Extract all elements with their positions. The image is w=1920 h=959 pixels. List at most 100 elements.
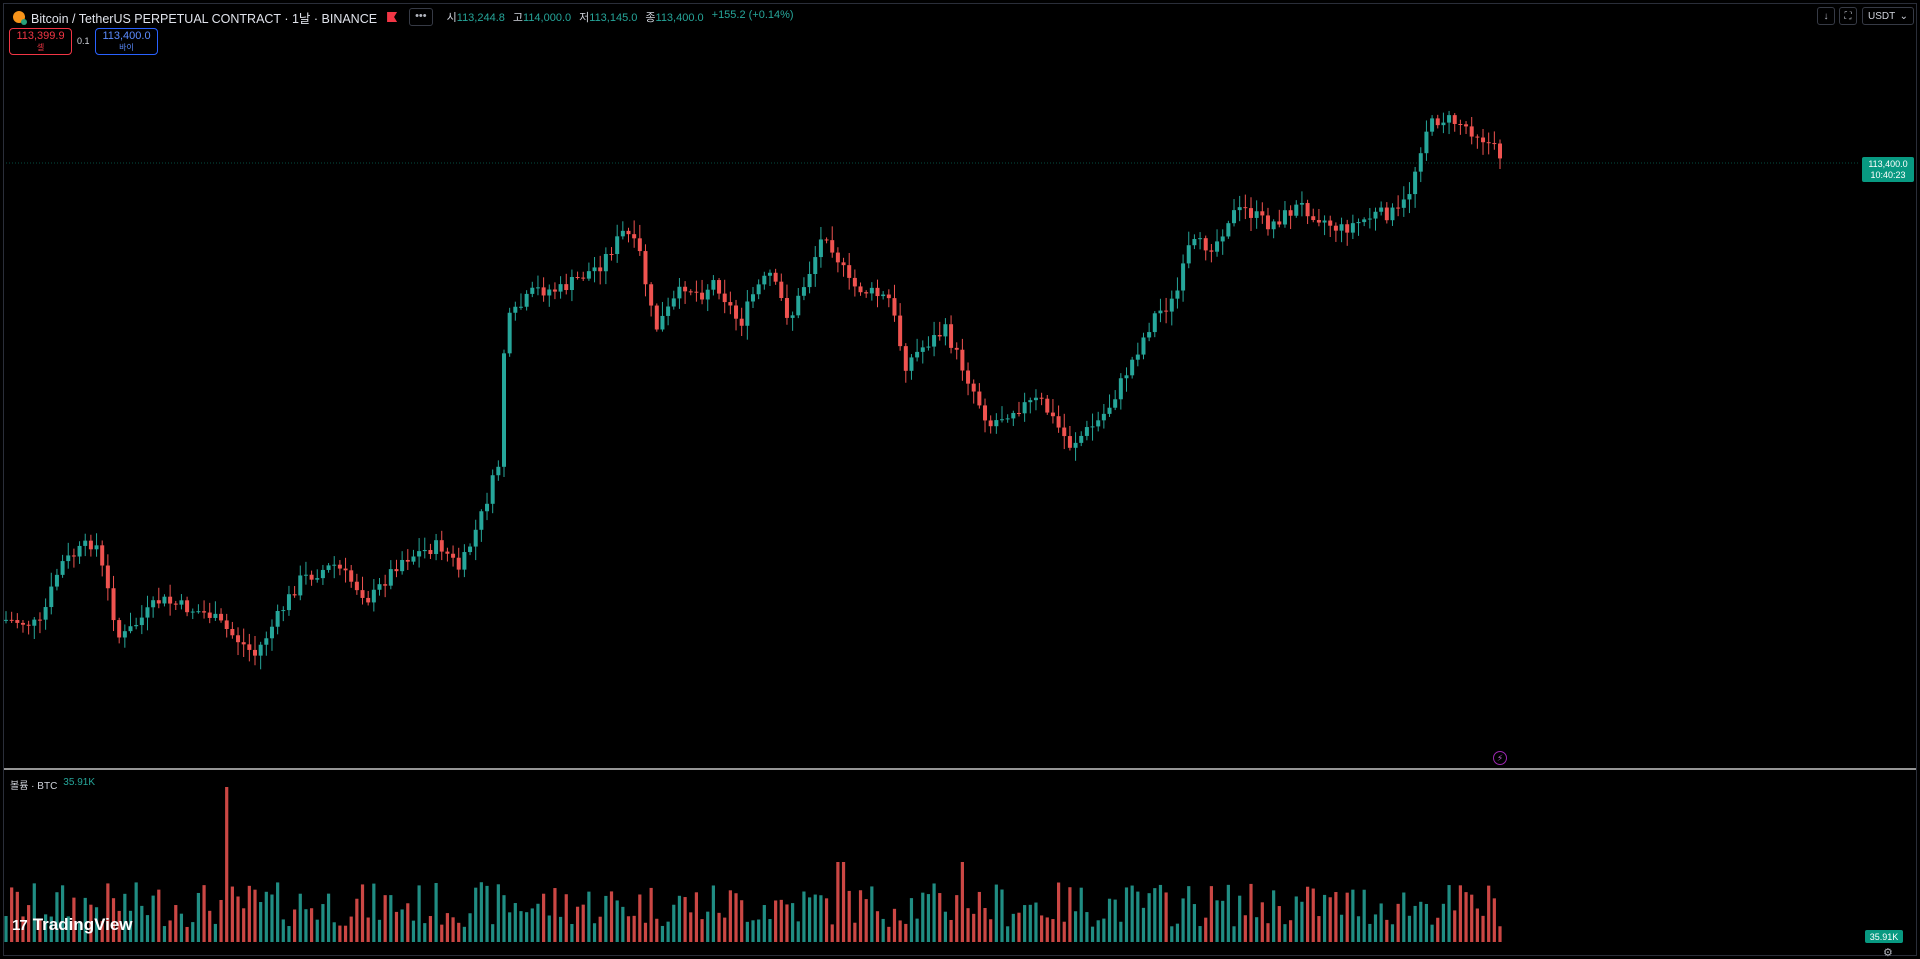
candle-body <box>173 603 178 605</box>
candle-body <box>434 540 439 555</box>
volume-bar <box>1232 926 1236 942</box>
volume-bar <box>1492 898 1496 942</box>
volume-bar <box>1266 923 1270 942</box>
candle-body <box>1282 210 1287 225</box>
volume-bar <box>491 924 495 942</box>
candle-body <box>1107 407 1112 414</box>
candle-body <box>1367 218 1372 220</box>
volume-bar <box>338 925 342 942</box>
candle-body <box>258 644 263 656</box>
volume-bar <box>89 904 93 942</box>
candle-body <box>949 324 954 348</box>
candle-body <box>1492 143 1497 145</box>
candle-body <box>920 347 925 352</box>
volume-bar <box>1255 917 1259 942</box>
candle-body <box>1073 442 1078 448</box>
volume-label[interactable]: 볼륨 · BTC <box>10 781 58 792</box>
candle-body <box>937 335 942 337</box>
volume-bar <box>824 898 829 942</box>
last-price-tag: 113,400.0 10:40:23 <box>1862 157 1914 182</box>
buy-button[interactable]: 113,400.0 바이 <box>95 28 158 55</box>
candle-body <box>779 281 784 299</box>
symbol-title[interactable]: Bitcoin / TetherUS PERPETUAL CONTRACT · … <box>31 11 378 26</box>
currency-selector[interactable]: USDT ⌄ <box>1862 7 1914 25</box>
candle-body <box>586 271 591 279</box>
volume-bar <box>1339 914 1344 942</box>
flag-icon[interactable] <box>387 12 398 22</box>
candle-body <box>671 298 676 307</box>
volume-bar <box>1187 886 1191 942</box>
lightning-icon[interactable]: ⚡ <box>1493 751 1507 765</box>
candle-body <box>1067 436 1072 448</box>
candle-body <box>1333 225 1338 231</box>
volume-bar <box>972 913 976 942</box>
volume-bar <box>655 918 659 942</box>
volume-bar <box>1464 892 1468 942</box>
candle-body <box>1435 118 1440 126</box>
candle-body <box>575 277 580 279</box>
sell-button[interactable]: 113,399.9 셀 <box>9 28 72 55</box>
symbol-selector[interactable]: Bitcoin / TetherUS PERPETUAL CONTRACT · … <box>9 8 401 26</box>
volume-bar <box>15 891 19 942</box>
candle-body <box>1028 400 1033 403</box>
volume-bar <box>1322 894 1327 942</box>
volume-bar <box>1000 889 1004 942</box>
volume-bar <box>168 920 172 942</box>
volume-bar <box>123 893 127 942</box>
volume-bar <box>1441 903 1446 942</box>
brand-name: TradingView <box>32 915 133 934</box>
volume-bar <box>32 883 36 942</box>
volume-bar <box>807 897 812 942</box>
volume-bar <box>1362 889 1366 942</box>
candle-body <box>1147 332 1152 338</box>
settings-gear-icon[interactable]: ⚙ <box>1883 947 1893 959</box>
volume-bar <box>151 895 155 942</box>
candle-body <box>117 620 122 638</box>
volume-bar <box>706 911 710 942</box>
candle-body <box>281 610 286 612</box>
buy-label: 바이 <box>119 42 134 52</box>
volume-bar <box>830 924 834 942</box>
volume-bar <box>762 905 766 942</box>
volume-bar <box>1034 902 1038 942</box>
download-button[interactable]: ↓ <box>1817 7 1835 25</box>
candle-body <box>1124 375 1129 379</box>
fullscreen-button[interactable]: ⛶ <box>1839 7 1857 25</box>
candle-body <box>253 649 257 656</box>
volume-bar <box>677 895 682 942</box>
candle-body <box>1220 236 1225 242</box>
change-value: +155.2 (+0.14%) <box>711 9 794 21</box>
candle-body <box>1101 413 1106 421</box>
volume-bar <box>259 902 263 942</box>
candle-body <box>530 287 535 294</box>
volume-bar <box>1458 885 1462 942</box>
candle-body <box>1130 359 1135 376</box>
volume-bar <box>434 883 438 942</box>
candle-body <box>388 569 393 586</box>
candle-body <box>841 262 846 266</box>
candle-body <box>909 357 914 371</box>
candle-body <box>507 312 512 354</box>
candle-body <box>1345 224 1350 233</box>
volume-bar <box>462 926 466 942</box>
tradingview-logo[interactable]: 17 TradingView <box>12 915 133 935</box>
candle-body <box>745 301 750 326</box>
candle-body <box>9 619 14 621</box>
candle-body <box>337 564 342 569</box>
candle-body <box>801 287 806 296</box>
candle-body <box>666 306 671 316</box>
more-options-button[interactable]: ••• <box>409 8 433 26</box>
candle-body <box>100 545 105 566</box>
candle-body <box>960 349 965 371</box>
candle-body <box>394 569 399 572</box>
candle-body <box>326 565 331 570</box>
volume-bar <box>4 916 8 942</box>
volume-bar <box>581 904 585 942</box>
candle-body <box>1447 115 1452 123</box>
high-value: 114,000.0 <box>523 12 572 24</box>
candle-body <box>988 420 993 427</box>
candle-body <box>224 620 229 630</box>
volume-bar <box>1153 888 1157 942</box>
bitcoin-icon <box>13 11 27 25</box>
